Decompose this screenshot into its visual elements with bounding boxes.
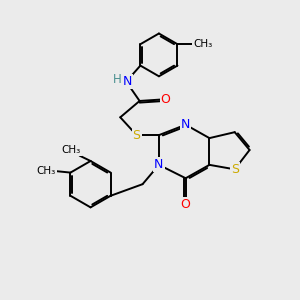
Text: CH₃: CH₃ <box>193 39 212 49</box>
Text: N: N <box>123 75 132 88</box>
Text: O: O <box>160 93 170 106</box>
Text: N: N <box>154 158 164 171</box>
Text: S: S <box>133 129 141 142</box>
Text: CH₃: CH₃ <box>37 166 56 176</box>
Text: CH₃: CH₃ <box>61 145 81 155</box>
Text: H: H <box>113 73 122 86</box>
Text: N: N <box>181 118 190 131</box>
Text: O: O <box>181 198 190 211</box>
Text: S: S <box>231 163 239 176</box>
